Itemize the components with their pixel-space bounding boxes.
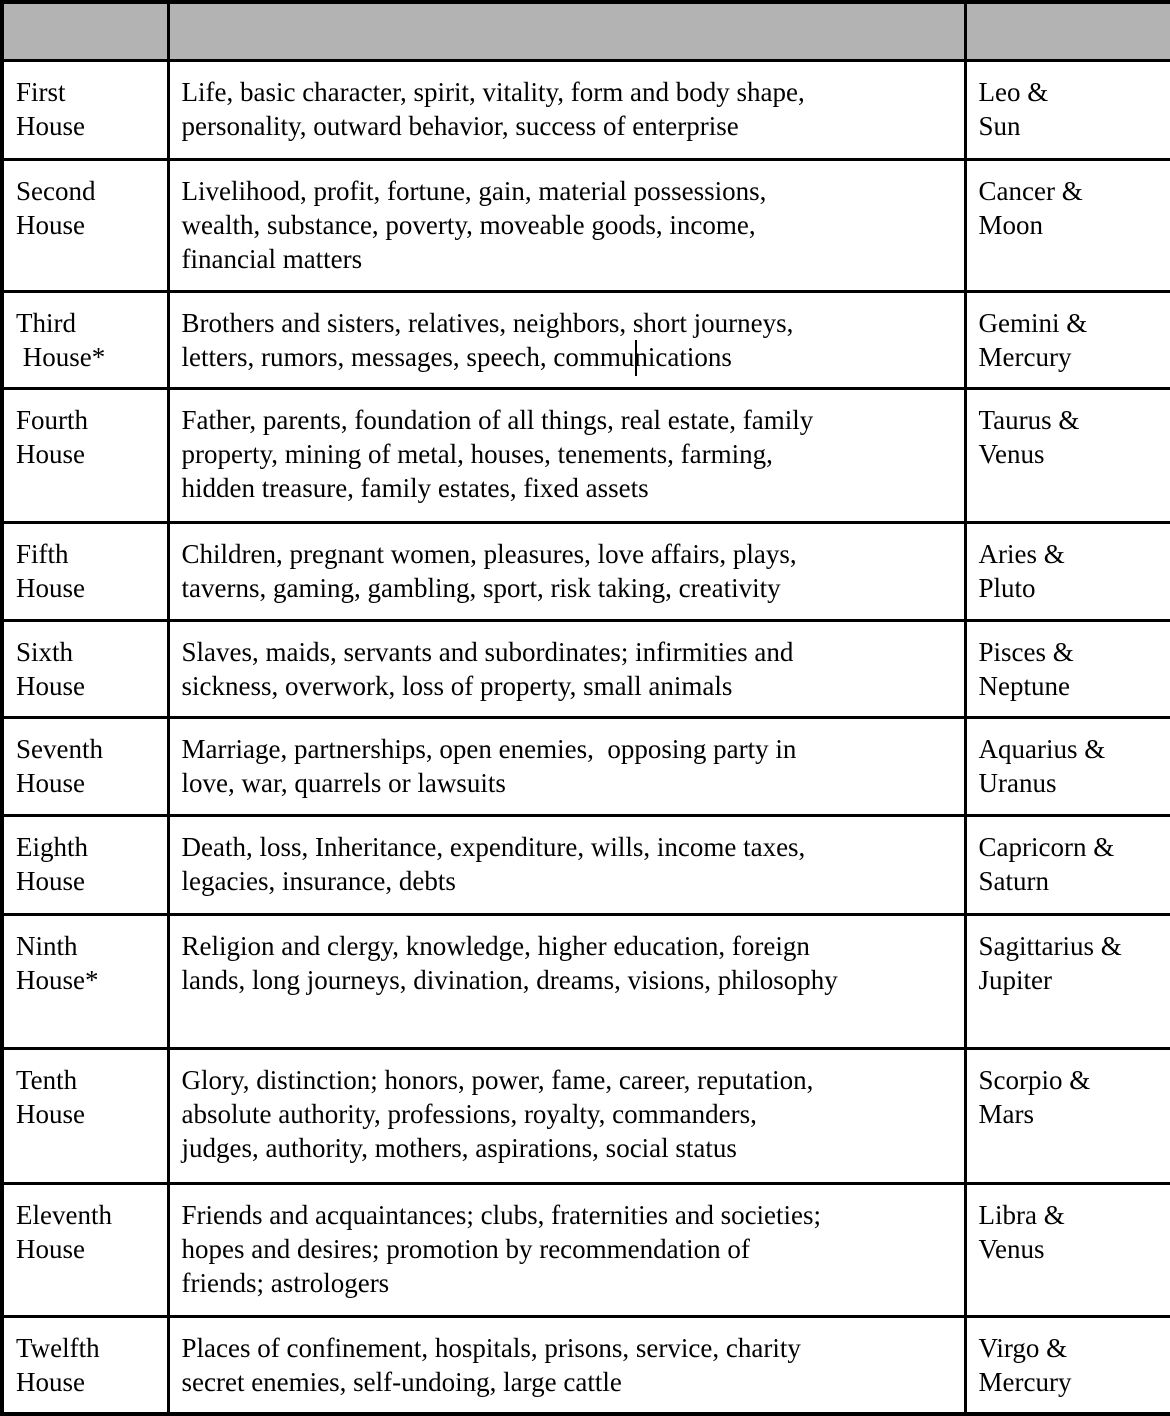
ruler-cell[interactable]: Leo & Sun: [963, 58, 1170, 161]
description-cell[interactable]: Marriage, partnerships, open enemies, op…: [166, 715, 967, 817]
text-cursor-caret: [635, 340, 637, 376]
header-cell-description: [166, 0, 967, 62]
table-row: Seventh House Marriage, partnerships, op…: [0, 715, 1170, 817]
house-cell[interactable]: Third House*: [0, 289, 170, 390]
table-row: Twelfth House Places of confinement, hos…: [0, 1314, 1170, 1416]
description-cell[interactable]: Places of confinement, hospitals, prison…: [166, 1314, 967, 1416]
header-cell-house: [0, 0, 170, 62]
house-cell[interactable]: First House: [0, 58, 170, 161]
description-cell[interactable]: Life, basic character, spirit, vitality,…: [166, 58, 967, 161]
house-cell[interactable]: Tenth House: [0, 1046, 170, 1185]
ruler-cell[interactable]: Scorpio & Mars: [963, 1046, 1170, 1185]
table-row: Fourth House Father, parents, foundation…: [0, 386, 1170, 524]
table-row: Eighth House Death, loss, Inheritance, e…: [0, 813, 1170, 916]
header-cell-ruler: [963, 0, 1170, 62]
description-cell[interactable]: Brothers and sisters, relatives, neighbo…: [166, 289, 967, 390]
ruler-cell[interactable]: Aries & Pluto: [963, 520, 1170, 622]
description-cell[interactable]: Friends and acquaintances; clubs, frater…: [166, 1181, 967, 1318]
house-cell[interactable]: Eleventh House: [0, 1181, 170, 1318]
house-cell[interactable]: Ninth House*: [0, 912, 170, 1050]
house-cell[interactable]: Seventh House: [0, 715, 170, 817]
ruler-cell[interactable]: Pisces & Neptune: [963, 618, 1170, 719]
table-row: Fifth House Children, pregnant women, pl…: [0, 520, 1170, 622]
table-header-row: [0, 0, 1170, 62]
description-cell[interactable]: Livelihood, profit, fortune, gain, mater…: [166, 157, 967, 293]
table-row: First House Life, basic character, spiri…: [0, 58, 1170, 161]
description-cell[interactable]: Death, loss, Inheritance, expenditure, w…: [166, 813, 967, 916]
table-row: Ninth House* Religion and clergy, knowle…: [0, 912, 1170, 1050]
description-cell[interactable]: Father, parents, foundation of all thing…: [166, 386, 967, 524]
house-cell[interactable]: Eighth House: [0, 813, 170, 916]
ruler-cell[interactable]: Libra & Venus: [963, 1181, 1170, 1318]
description-cell[interactable]: Slaves, maids, servants and subordinates…: [166, 618, 967, 719]
house-cell[interactable]: Fourth House: [0, 386, 170, 524]
house-cell[interactable]: Second House: [0, 157, 170, 293]
house-cell[interactable]: Twelfth House: [0, 1314, 170, 1416]
table-row: Sixth House Slaves, maids, servants and …: [0, 618, 1170, 719]
table-row: Second House Livelihood, profit, fortune…: [0, 157, 1170, 293]
house-cell[interactable]: Sixth House: [0, 618, 170, 719]
ruler-cell[interactable]: Capricorn & Saturn: [963, 813, 1170, 916]
ruler-cell[interactable]: Virgo & Mercury: [963, 1314, 1170, 1416]
ruler-cell[interactable]: Sagittarius & Jupiter: [963, 912, 1170, 1050]
description-cell[interactable]: Religion and clergy, knowledge, higher e…: [166, 912, 967, 1050]
header-row: [0, 0, 1170, 62]
table-row: Eleventh House Friends and acquaintances…: [0, 1181, 1170, 1318]
description-cell[interactable]: Glory, distinction; honors, power, fame,…: [166, 1046, 967, 1185]
house-cell[interactable]: Fifth House: [0, 520, 170, 622]
description-cell[interactable]: Children, pregnant women, pleasures, lov…: [166, 520, 967, 622]
ruler-cell[interactable]: Gemini & Mercury: [963, 289, 1170, 390]
ruler-cell[interactable]: Aquarius & Uranus: [963, 715, 1170, 817]
table-row: Third House* Brothers and sisters, relat…: [0, 289, 1170, 390]
table-row: Tenth House Glory, distinction; honors, …: [0, 1046, 1170, 1185]
ruler-cell[interactable]: Taurus & Venus: [963, 386, 1170, 524]
ruler-cell[interactable]: Cancer & Moon: [963, 157, 1170, 293]
